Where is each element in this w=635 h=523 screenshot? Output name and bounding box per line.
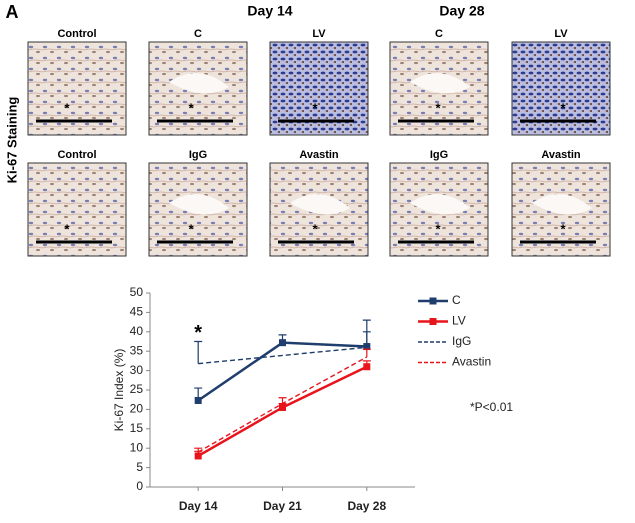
image-asterisk: * xyxy=(188,100,194,115)
series-line xyxy=(197,356,368,453)
panel-label: IgG xyxy=(430,149,448,161)
y-tick-label: 50 xyxy=(130,285,144,299)
series-line xyxy=(198,346,367,365)
y-axis-label: Ki-67 Index (%) xyxy=(112,349,126,432)
lumen xyxy=(290,194,350,215)
image-asterisk: * xyxy=(188,221,194,236)
image-asterisk: * xyxy=(312,100,318,115)
lumen xyxy=(410,194,470,215)
marker xyxy=(194,396,202,404)
lumen xyxy=(410,73,470,94)
image-asterisk: * xyxy=(64,100,70,115)
legend-label: Avastin xyxy=(452,355,491,369)
marker xyxy=(194,452,202,460)
panel-label: Control xyxy=(57,149,96,161)
image-asterisk: * xyxy=(560,100,566,115)
panel-label: IgG xyxy=(189,149,207,161)
x-tick-label: Day 28 xyxy=(347,499,386,513)
marker xyxy=(279,339,286,347)
y-tick-label: 15 xyxy=(130,421,144,435)
panel-label: Avastin xyxy=(299,149,339,161)
lumen xyxy=(169,73,229,94)
error-bar xyxy=(278,397,287,404)
day-header: Day 14 xyxy=(247,3,292,19)
image-asterisk: * xyxy=(560,221,566,236)
series-line xyxy=(197,365,368,458)
y-tick-label: 20 xyxy=(130,402,144,416)
panel-label: C xyxy=(194,28,202,40)
image-asterisk: * xyxy=(435,100,441,115)
error-bar xyxy=(362,331,371,348)
panel-letter: A xyxy=(6,2,19,22)
legend-label: C xyxy=(452,293,461,307)
legend-label: IgG xyxy=(452,334,471,348)
y-tick-label: 30 xyxy=(130,363,144,377)
x-tick-label: Day 21 xyxy=(263,499,302,513)
panel-label: C xyxy=(435,28,443,40)
panel-label: LV xyxy=(312,28,326,40)
y-tick-label: 0 xyxy=(136,479,143,493)
marker xyxy=(279,403,286,411)
panel-label: Control xyxy=(57,28,96,40)
row-title: Ki-67 Staining xyxy=(4,97,19,184)
image-asterisk: * xyxy=(312,221,318,236)
note: *P<0.01 xyxy=(470,400,513,414)
image-asterisk: * xyxy=(64,221,70,236)
y-tick-label: 45 xyxy=(130,305,144,319)
legend-marker xyxy=(429,297,437,305)
annotation: * xyxy=(194,322,202,344)
error-bar xyxy=(362,348,371,358)
day-header: Day 28 xyxy=(439,3,484,19)
image-asterisk: * xyxy=(435,221,441,236)
error-bar xyxy=(194,340,203,364)
legend-label: LV xyxy=(452,314,466,328)
lumen xyxy=(532,194,592,215)
x-tick-label: Day 14 xyxy=(179,499,218,513)
marker xyxy=(363,363,371,371)
y-tick-label: 40 xyxy=(130,324,144,338)
y-tick-label: 5 xyxy=(136,460,143,474)
panel-label: LV xyxy=(554,28,568,40)
y-tick-label: 25 xyxy=(130,382,144,396)
panel-label: Avastin xyxy=(541,149,581,161)
y-tick-label: 35 xyxy=(130,343,144,357)
y-tick-label: 10 xyxy=(130,440,144,454)
legend-marker xyxy=(429,318,437,325)
lumen xyxy=(169,194,229,215)
